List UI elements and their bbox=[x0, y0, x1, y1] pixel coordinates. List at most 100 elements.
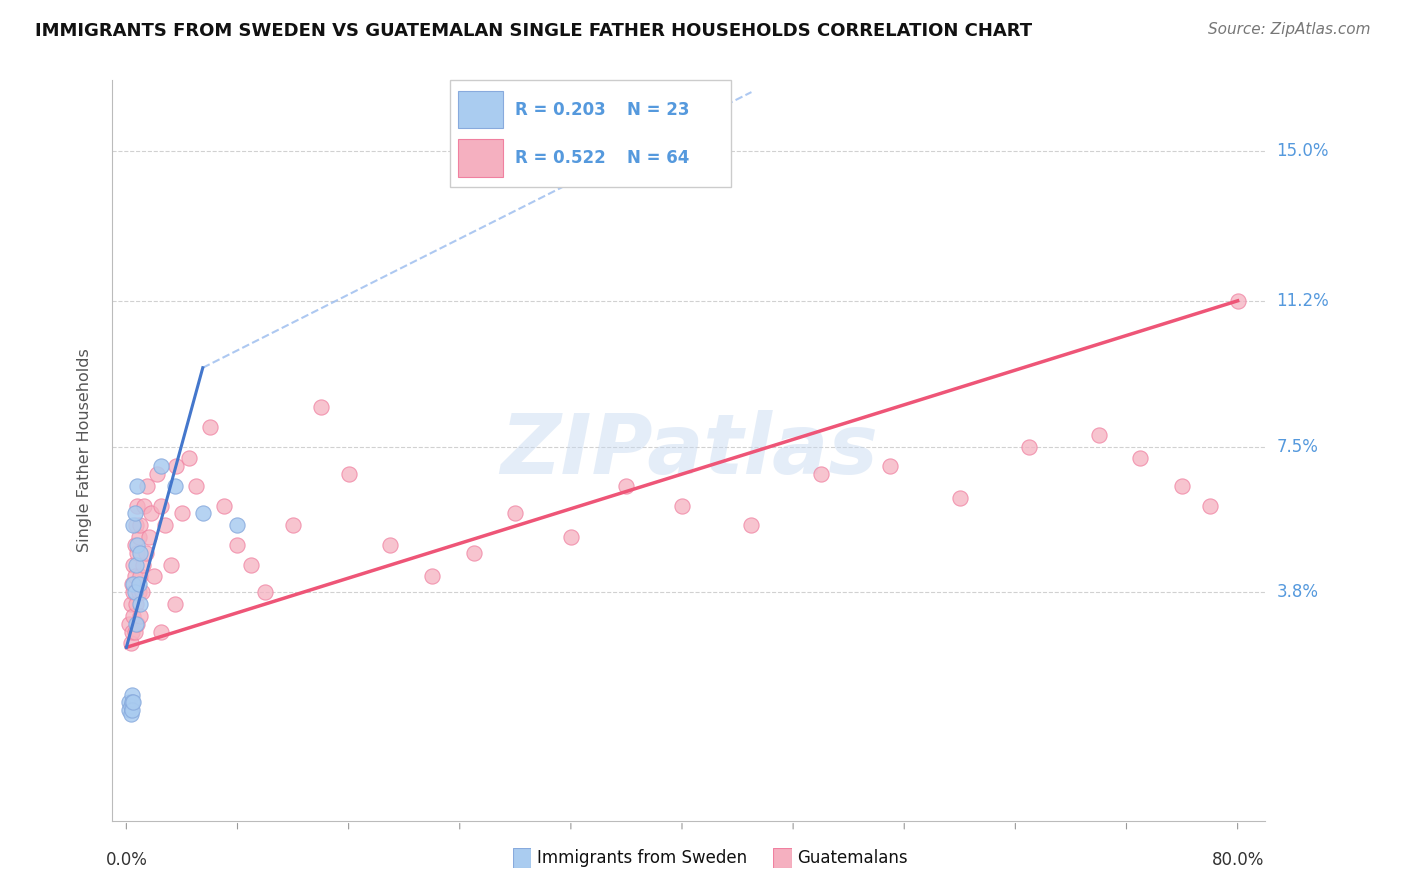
Point bbox=[141, 507, 163, 521]
Text: 7.5%: 7.5% bbox=[1277, 437, 1319, 456]
Point bbox=[124, 507, 146, 521]
Point bbox=[380, 538, 402, 552]
Point bbox=[309, 400, 332, 414]
Point bbox=[118, 703, 141, 717]
Point bbox=[127, 538, 149, 552]
Point bbox=[163, 479, 186, 493]
Point bbox=[150, 624, 173, 639]
Point bbox=[150, 499, 173, 513]
Text: 0.0%: 0.0% bbox=[105, 851, 148, 869]
Point bbox=[127, 546, 149, 560]
Point bbox=[135, 546, 157, 560]
Bar bbox=[458, 139, 503, 177]
Point bbox=[121, 703, 143, 717]
Point bbox=[177, 451, 200, 466]
Point bbox=[125, 616, 148, 631]
Point bbox=[128, 585, 150, 599]
Point bbox=[1018, 440, 1040, 454]
Point bbox=[121, 577, 143, 591]
Point bbox=[120, 707, 142, 722]
Point bbox=[124, 624, 146, 639]
Point bbox=[138, 530, 160, 544]
Point bbox=[136, 479, 159, 493]
Bar bbox=[458, 91, 503, 128]
Point bbox=[124, 585, 146, 599]
Point bbox=[159, 558, 181, 572]
Point bbox=[120, 699, 142, 714]
Point bbox=[184, 479, 207, 493]
Text: N = 23: N = 23 bbox=[627, 101, 689, 119]
Point bbox=[143, 569, 166, 583]
Point bbox=[121, 624, 143, 639]
Point bbox=[226, 518, 249, 533]
Point bbox=[125, 558, 148, 572]
Text: R = 0.203: R = 0.203 bbox=[515, 101, 606, 119]
Point bbox=[118, 696, 141, 710]
Point bbox=[127, 616, 149, 631]
Point bbox=[120, 636, 142, 650]
Point bbox=[129, 546, 152, 560]
Text: 11.2%: 11.2% bbox=[1277, 292, 1329, 310]
Point bbox=[1129, 451, 1152, 466]
Point bbox=[165, 459, 187, 474]
Point bbox=[191, 507, 214, 521]
Point bbox=[122, 608, 145, 623]
Point bbox=[129, 569, 152, 583]
Point bbox=[129, 597, 152, 611]
Point bbox=[132, 558, 155, 572]
Point bbox=[671, 499, 693, 513]
Point bbox=[226, 538, 249, 552]
FancyBboxPatch shape bbox=[450, 80, 731, 187]
Point bbox=[163, 597, 186, 611]
Text: N = 64: N = 64 bbox=[627, 149, 689, 167]
Point bbox=[949, 491, 972, 505]
Point bbox=[254, 585, 277, 599]
Point bbox=[560, 530, 582, 544]
Point bbox=[616, 479, 638, 493]
Point bbox=[155, 518, 177, 533]
Point bbox=[129, 518, 152, 533]
Point bbox=[125, 518, 148, 533]
Point bbox=[240, 558, 263, 572]
Point bbox=[120, 597, 142, 611]
Point bbox=[124, 569, 146, 583]
Text: IMMIGRANTS FROM SWEDEN VS GUATEMALAN SINGLE FATHER HOUSEHOLDS CORRELATION CHART: IMMIGRANTS FROM SWEDEN VS GUATEMALAN SIN… bbox=[35, 22, 1032, 40]
Point bbox=[127, 499, 149, 513]
Text: Immigrants from Sweden: Immigrants from Sweden bbox=[537, 849, 747, 867]
Y-axis label: Single Father Households: Single Father Households bbox=[77, 349, 91, 552]
Point bbox=[281, 518, 304, 533]
Point bbox=[124, 538, 146, 552]
Text: Source: ZipAtlas.com: Source: ZipAtlas.com bbox=[1208, 22, 1371, 37]
Point bbox=[122, 518, 145, 533]
Point bbox=[128, 577, 150, 591]
Text: Guatemalans: Guatemalans bbox=[797, 849, 908, 867]
Point bbox=[1087, 427, 1109, 442]
Point bbox=[127, 479, 149, 493]
Point bbox=[1226, 293, 1249, 308]
Point bbox=[118, 616, 141, 631]
Point bbox=[122, 585, 145, 599]
Point bbox=[420, 569, 443, 583]
Point bbox=[212, 499, 235, 513]
Point bbox=[146, 467, 169, 481]
Point bbox=[337, 467, 360, 481]
Point bbox=[134, 499, 156, 513]
Point bbox=[810, 467, 832, 481]
Text: R = 0.522: R = 0.522 bbox=[515, 149, 606, 167]
Point bbox=[122, 577, 145, 591]
Point bbox=[122, 696, 145, 710]
Point bbox=[128, 530, 150, 544]
Point bbox=[170, 507, 193, 521]
Point bbox=[1171, 479, 1194, 493]
Point bbox=[198, 420, 221, 434]
Text: 15.0%: 15.0% bbox=[1277, 142, 1329, 161]
Text: 80.0%: 80.0% bbox=[1212, 851, 1264, 869]
Point bbox=[150, 459, 173, 474]
Point bbox=[1198, 499, 1220, 513]
Point bbox=[122, 558, 145, 572]
Point bbox=[463, 546, 485, 560]
Text: 3.8%: 3.8% bbox=[1277, 583, 1319, 601]
Point bbox=[121, 696, 143, 710]
Point bbox=[879, 459, 901, 474]
Point bbox=[131, 585, 153, 599]
